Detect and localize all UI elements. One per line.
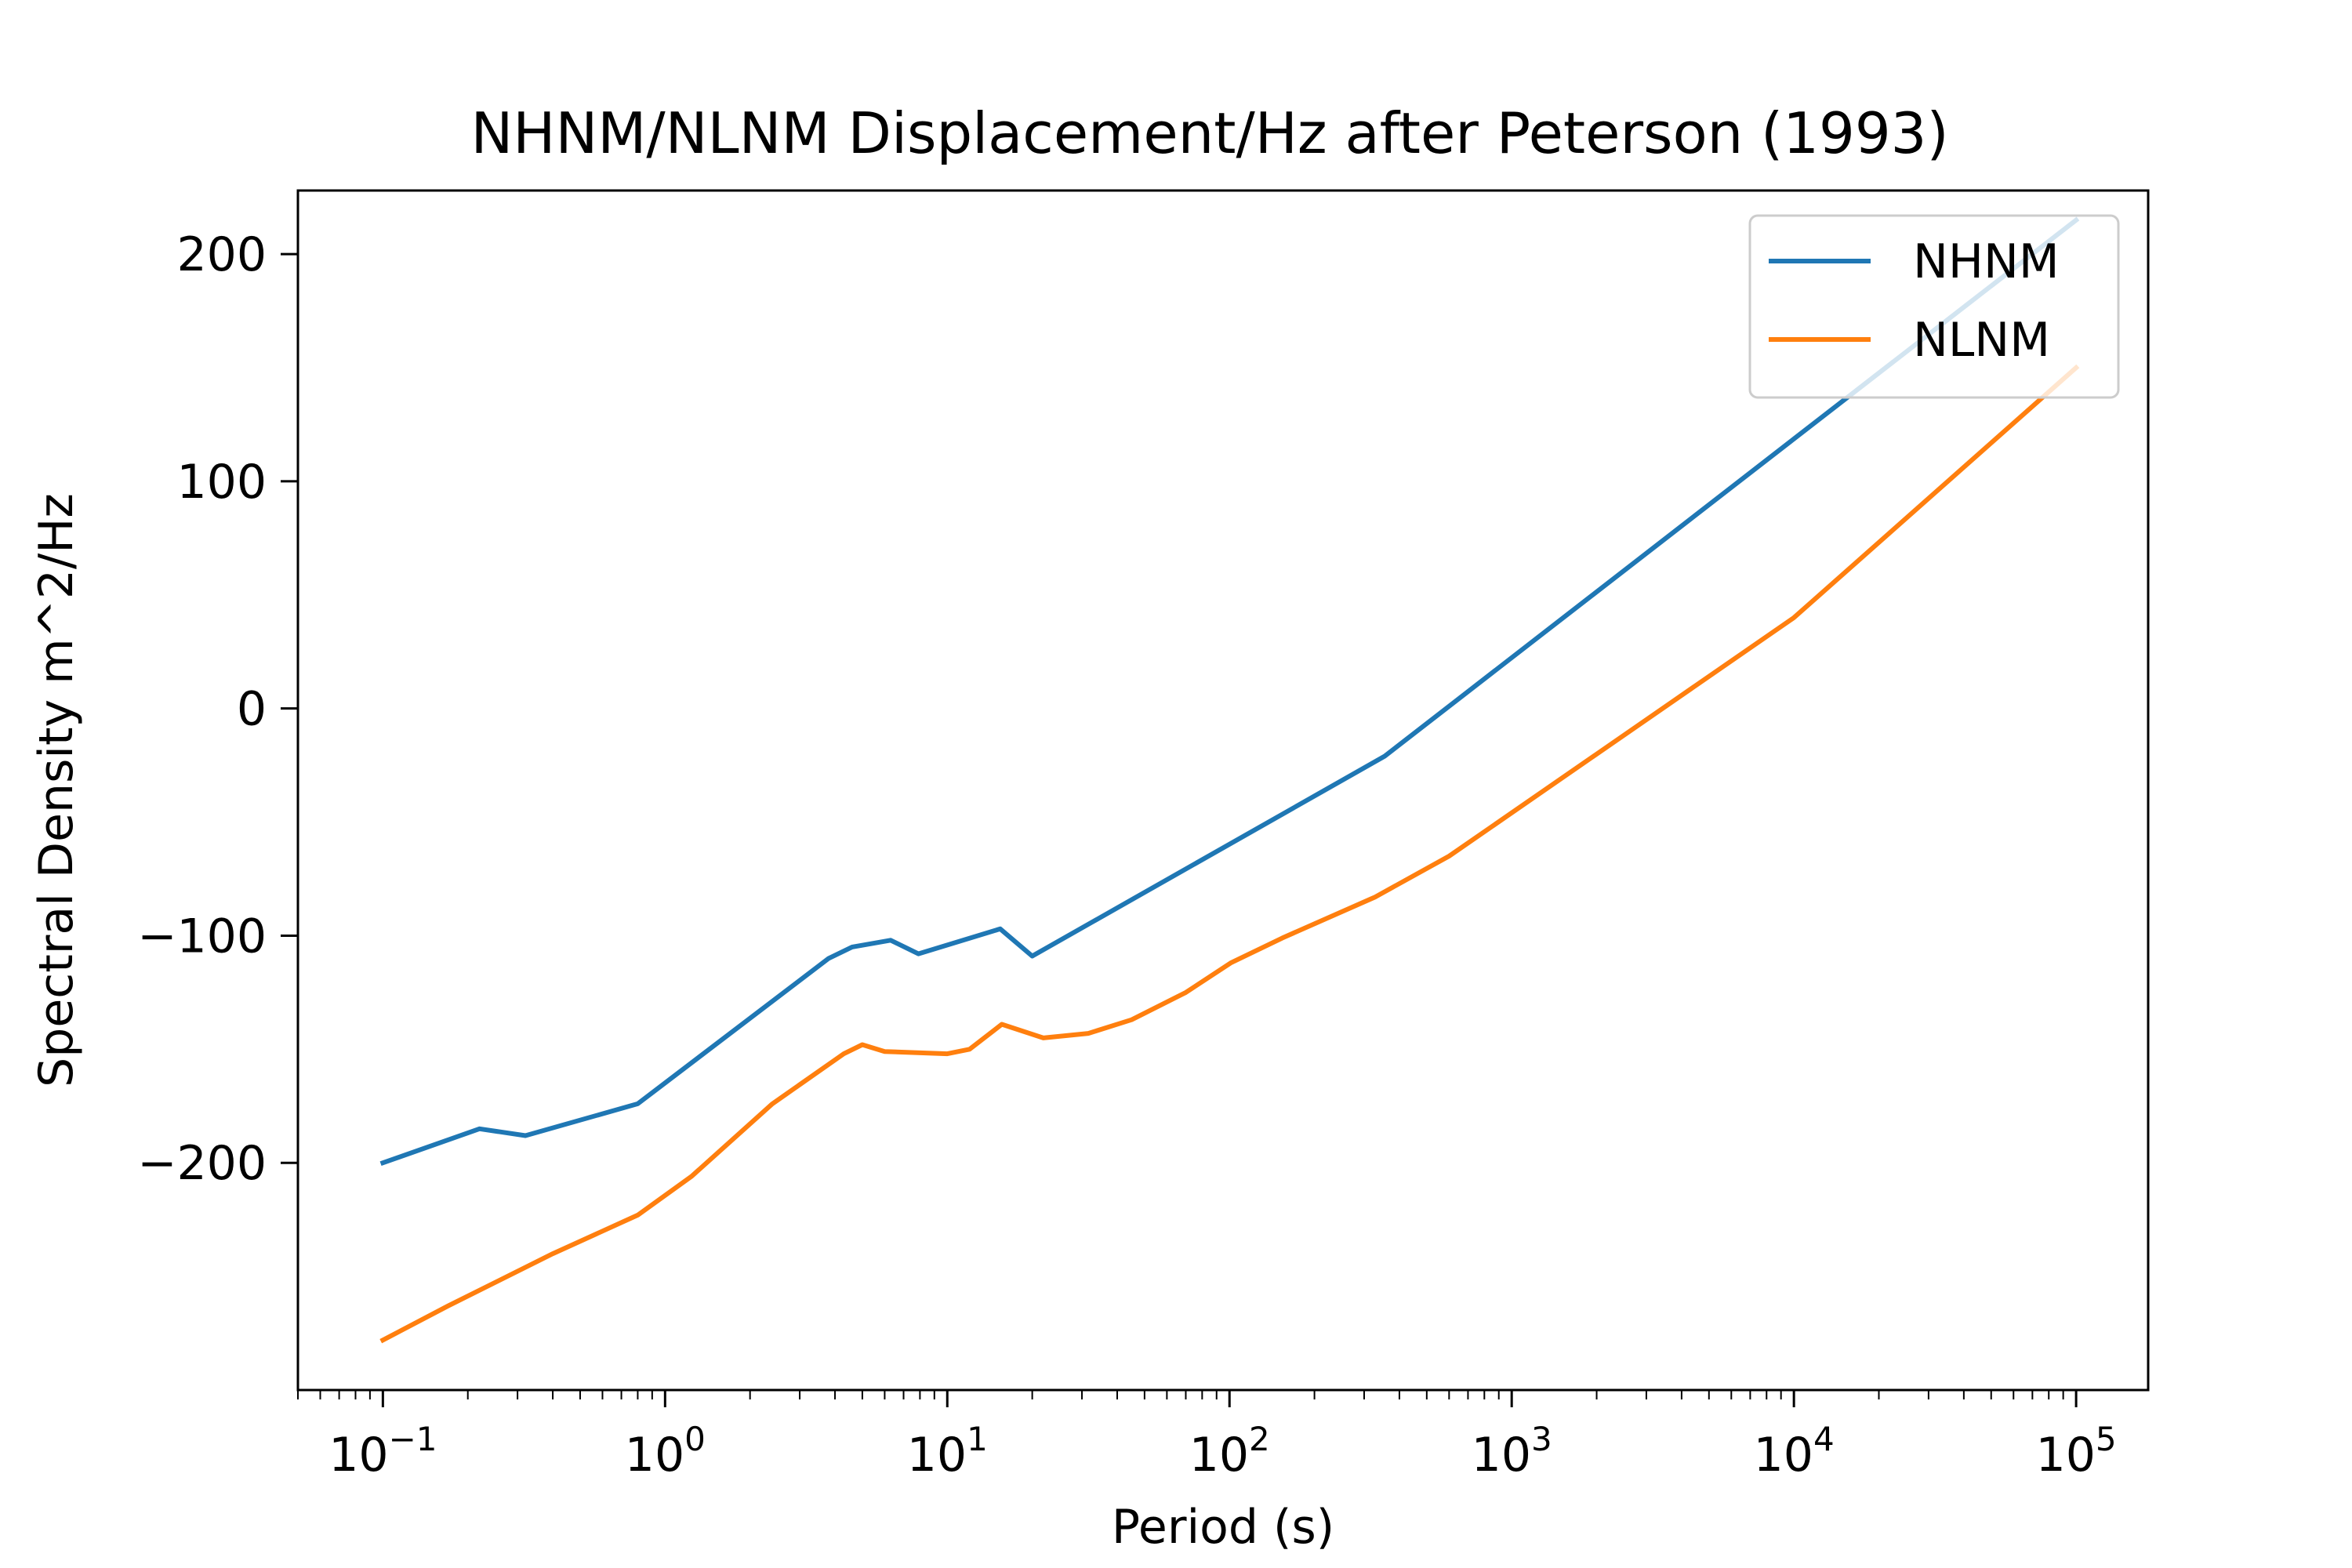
- y-tick-label: 200: [176, 227, 267, 282]
- y-tick-label: −100: [137, 909, 267, 964]
- x-tick-label-base: 10: [1472, 1428, 1531, 1483]
- y-tick-label: −200: [137, 1136, 267, 1191]
- x-tick-label: 104: [1754, 1420, 1835, 1483]
- plot-frame: [296, 189, 2150, 1392]
- x-tick-label-base: 10: [2036, 1428, 2096, 1483]
- x-tick-label-exponent: 2: [1249, 1420, 1270, 1458]
- x-tick-label-base: 10: [1754, 1428, 1813, 1483]
- legend: NHNM NLNM: [1748, 214, 2120, 399]
- x-tick-label: 101: [907, 1420, 988, 1483]
- x-axis: 10−1 100 101 102 103 104 105: [297, 1390, 2117, 1483]
- x-tick-label: 103: [1472, 1420, 1552, 1483]
- series-line-nlnm: [379, 364, 2080, 1344]
- x-axis-label: Period (s): [1112, 1500, 1334, 1555]
- x-tick-label: 10−1: [328, 1420, 437, 1483]
- x-tick-label-exponent: 5: [2096, 1420, 2117, 1458]
- x-tick-label-exponent: 3: [1531, 1420, 1552, 1458]
- chart-title: NHNM/NLNM Displacement/Hz after Peterson…: [470, 100, 1948, 166]
- x-tick-label-exponent: 1: [967, 1420, 988, 1458]
- y-tick-label: 0: [237, 682, 267, 737]
- series-line-nhnm: [379, 216, 2080, 1167]
- x-tick-label: 105: [2036, 1420, 2117, 1483]
- x-tick-label-base: 10: [907, 1428, 967, 1483]
- x-tick-label-base: 10: [328, 1428, 388, 1483]
- x-tick-label: 100: [625, 1420, 706, 1483]
- x-tick-label-base: 10: [625, 1428, 684, 1483]
- x-tick-label-base: 10: [1189, 1428, 1249, 1483]
- legend-label-nhnm: NHNM: [1913, 234, 2060, 289]
- y-axis-label: Spectral Density m^2/Hz: [29, 493, 84, 1087]
- plot-area: [296, 189, 2150, 1392]
- x-tick-label-exponent: 4: [1813, 1420, 1835, 1458]
- y-tick-label: 100: [176, 455, 267, 510]
- series-layer: [379, 216, 2080, 1344]
- x-tick-label-exponent: 0: [684, 1420, 706, 1458]
- legend-label-nlnm: NLNM: [1913, 313, 2050, 368]
- y-axis: 200 100 0 −100 −200: [137, 227, 298, 1191]
- x-tick-label-exponent: −1: [389, 1420, 437, 1458]
- x-tick-label: 102: [1189, 1420, 1270, 1483]
